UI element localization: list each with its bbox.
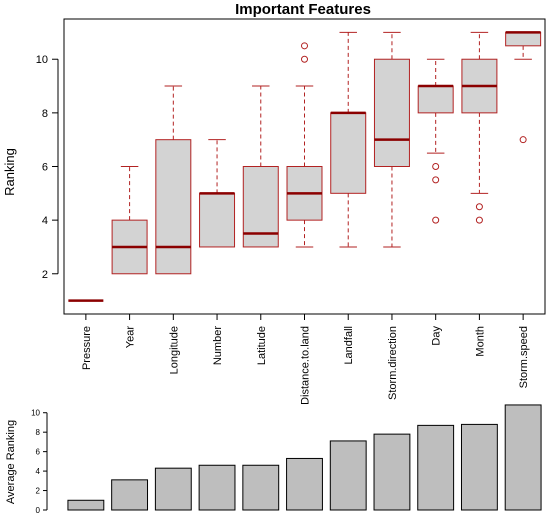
y-tick-label: 8 (42, 108, 48, 120)
bar-y-tick-label: 6 (36, 448, 41, 457)
outlier-point (301, 42, 308, 50)
x-tick-label: Landfall (343, 326, 355, 365)
y-axis: 2 4 6 8 10 (36, 54, 59, 281)
y-axis-label: Ranking (2, 148, 17, 196)
outlier-point (301, 55, 308, 63)
x-tick-label: Year (125, 326, 137, 349)
bar-Latitude (242, 464, 280, 511)
outlier-point (475, 203, 483, 211)
bar-Storm.direction (373, 433, 411, 511)
y-tick-label: 10 (36, 54, 48, 66)
box-body (373, 58, 410, 167)
x-tick-label: Pressure (81, 326, 93, 370)
bar-Number (198, 464, 236, 511)
outlier-point (475, 216, 483, 224)
bar-Year (111, 479, 149, 511)
x-tick-label: Storm.direction (387, 326, 399, 400)
box-Storm.direction (373, 31, 410, 248)
outlier-point (432, 176, 440, 184)
bar-Month (460, 423, 498, 511)
box-body (199, 192, 236, 248)
x-tick-label: Number (212, 326, 224, 365)
outlier-point (519, 136, 527, 144)
boxplot-panel: Important Features Ranking 2 4 6 8 10 Pressu… (2, 1, 546, 405)
box-Day (417, 58, 454, 224)
box-body (330, 112, 367, 194)
box-Latitude (242, 85, 279, 248)
bar-y-tick-label: 0 (36, 506, 41, 515)
bar-y-tick-label: 10 (31, 409, 40, 418)
bar-y-tick-label: 4 (36, 467, 41, 476)
bar-Pressure (67, 499, 105, 511)
box-body (417, 85, 454, 114)
boxes (68, 31, 542, 302)
bar-y-tick-label: 2 (36, 487, 41, 496)
box-Landfall (330, 31, 367, 248)
bar-Day (417, 424, 455, 511)
bars (67, 404, 542, 511)
x-tick-labels: Pressure Year Longitude Number Latitude Dista… (81, 314, 530, 405)
box-body (505, 31, 542, 47)
bar-y-tick-label: 8 (36, 428, 41, 437)
x-tick-label: Storm.speed (518, 326, 530, 388)
box-Distance.to.land (286, 42, 323, 248)
x-tick-label: Day (431, 326, 443, 346)
box-Storm.speed (505, 31, 542, 144)
bar-Storm.speed (504, 404, 542, 511)
box-Month (461, 31, 498, 224)
box-Number (199, 139, 236, 248)
x-tick-label: Latitude (256, 326, 268, 365)
y-tick-label: 2 (42, 269, 48, 281)
outlier-point (432, 163, 440, 170)
bar-Landfall (329, 440, 367, 511)
box-body (155, 139, 192, 275)
bar-Distance.to.land (286, 457, 323, 511)
bar-y-axis-label: Average Ranking (5, 420, 17, 504)
x-tick-label: Distance.to.land (300, 326, 312, 405)
bar-Longitude (154, 467, 192, 511)
box-body (242, 166, 279, 248)
barchart-panel: Average Ranking 0 2 4 6 8 10 (5, 404, 542, 515)
box-Year (111, 166, 148, 275)
bar-y-axis: 0 2 4 6 8 10 (31, 409, 48, 515)
y-tick-label: 4 (42, 215, 48, 227)
x-tick-label: Longitude (168, 326, 180, 374)
outlier-point (432, 216, 440, 224)
y-tick-label: 6 (42, 162, 48, 174)
x-tick-label: Month (474, 326, 486, 357)
chart-title: Important Features (235, 1, 371, 18)
box-Longitude (155, 85, 192, 275)
